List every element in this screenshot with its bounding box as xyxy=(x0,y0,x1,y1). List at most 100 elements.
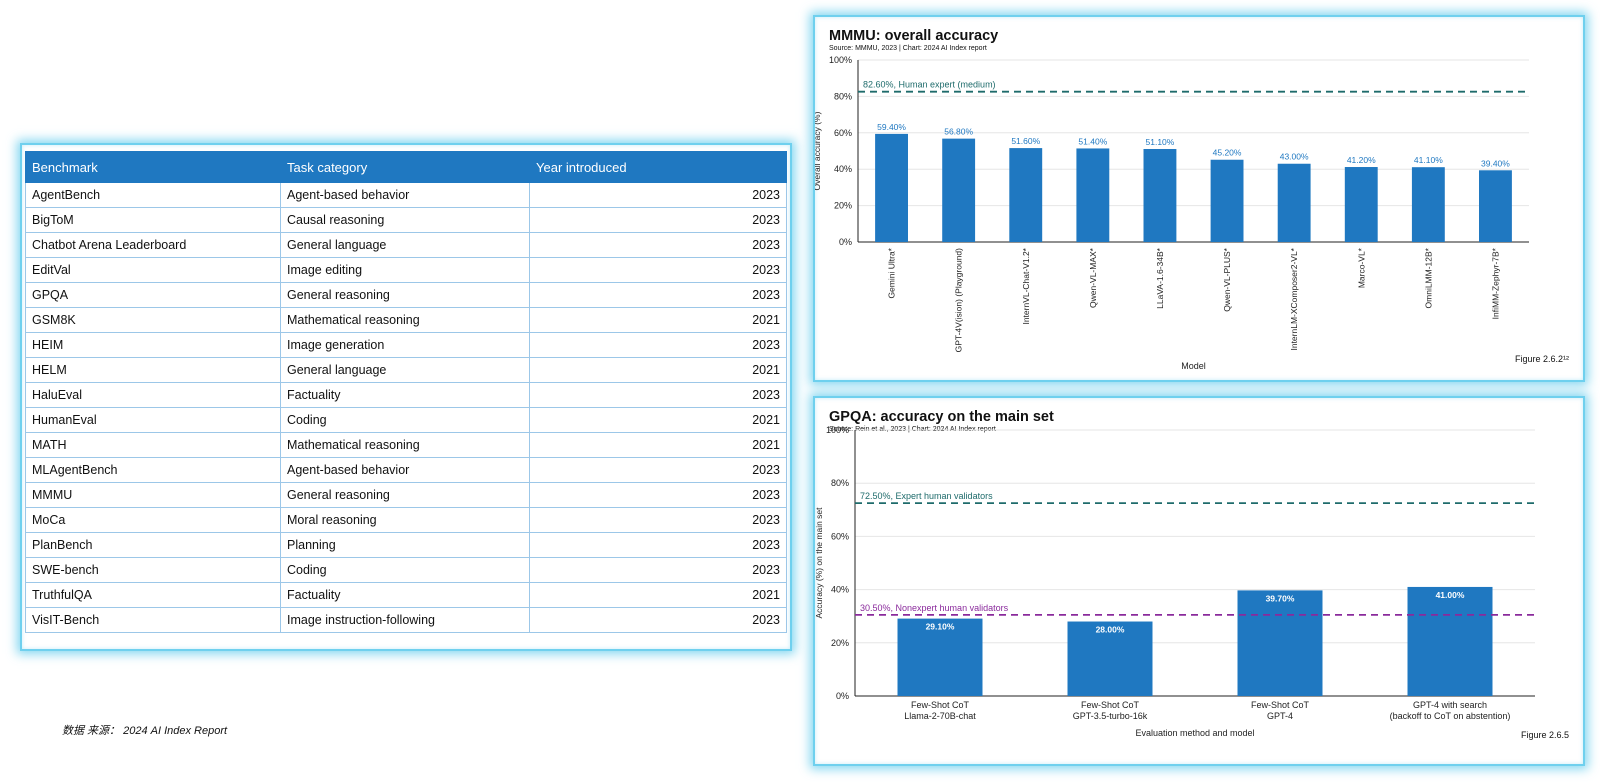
data-label: 28.00% xyxy=(1096,625,1125,635)
cell-task-category: General language xyxy=(280,357,530,383)
cell-task-category: Image generation xyxy=(280,332,530,358)
cell-benchmark: MoCa xyxy=(25,507,281,533)
cell-task-category: Causal reasoning xyxy=(280,207,530,233)
x-tick-label: Llama-2-70B-chat xyxy=(904,711,976,721)
data-label: 51.10% xyxy=(1146,137,1175,147)
benchmark-table-body: AgentBench Agent-based behavior 2023 BigToM… xyxy=(25,182,787,633)
cell-year: 2023 xyxy=(529,182,787,208)
y-tick-label: 100% xyxy=(826,425,849,435)
x-tick-label: InfiMM-Zephyr-7B* xyxy=(1490,247,1500,319)
chart-title: GPQA: accuracy on the main set xyxy=(829,409,1054,425)
chart-source: Source: MMMU, 2023 | Chart: 2024 AI Inde… xyxy=(829,45,987,52)
cell-benchmark: MMMU xyxy=(25,482,281,508)
bar xyxy=(1143,148,1177,242)
cell-benchmark: SWE-bench xyxy=(25,557,281,583)
x-tick-label: Few-Shot CoT xyxy=(911,700,970,710)
cell-benchmark: EditVal xyxy=(25,257,281,283)
x-tick-label: Few-Shot CoT xyxy=(1081,700,1140,710)
cell-task-category: General reasoning xyxy=(280,282,530,308)
bar xyxy=(1411,167,1445,242)
cell-benchmark: HELM xyxy=(25,357,281,383)
table-row: AgentBench Agent-based behavior 2023 xyxy=(25,182,787,208)
cell-year: 2023 xyxy=(529,382,787,408)
cell-task-category: Planning xyxy=(280,532,530,558)
x-tick-label: OmniLMM-12B* xyxy=(1423,247,1433,308)
x-axis-title: Model xyxy=(1181,361,1206,371)
cell-task-category: Image editing xyxy=(280,257,530,283)
cell-year: 2023 xyxy=(529,232,787,258)
cell-benchmark: HumanEval xyxy=(25,407,281,433)
cell-benchmark: VisIT-Bench xyxy=(25,607,281,633)
table-row: HEIM Image generation 2023 xyxy=(25,332,787,358)
cell-year: 2021 xyxy=(529,357,787,383)
y-tick-label: 0% xyxy=(839,237,852,247)
x-tick-label: GPT-4V(ision) (Playground) xyxy=(954,248,964,353)
cell-task-category: General reasoning xyxy=(280,482,530,508)
x-tick-label: GPT-3.5-turbo-16k xyxy=(1073,711,1148,721)
data-label: 41.20% xyxy=(1347,155,1376,165)
bar xyxy=(1009,148,1043,242)
bar xyxy=(942,138,976,242)
cell-benchmark: BigToM xyxy=(25,207,281,233)
mmmu-chart: 0% 20% 40% 60% 80% 100% Overall accuracy (%) 59… xyxy=(815,55,1529,371)
data-label: 29.10% xyxy=(926,622,955,632)
x-tick-label: Few-Shot CoT xyxy=(1251,700,1310,710)
cell-year: 2021 xyxy=(529,307,787,333)
column-header-benchmark: Benchmark xyxy=(25,151,281,183)
figure-label: Figure 2.6.5 xyxy=(1520,730,1569,740)
y-tick-label: 80% xyxy=(831,478,849,488)
cell-task-category: Mathematical reasoning xyxy=(280,432,530,458)
y-tick-label: 20% xyxy=(831,638,849,648)
data-label: 39.40% xyxy=(1481,158,1510,168)
x-tick-label: (backoff to CoT on abstention) xyxy=(1390,711,1511,721)
mmmu-chart-panel: MMMU: overall accuracy Source: MMMU, 202… xyxy=(813,15,1585,382)
bar xyxy=(1237,590,1323,696)
bar xyxy=(1076,148,1110,242)
table-row: GPQA General reasoning 2023 xyxy=(25,282,787,308)
x-axis-title: Evaluation method and model xyxy=(1135,728,1254,738)
x-tick-label: GPT-4 with search xyxy=(1413,700,1487,710)
bar xyxy=(1277,163,1311,242)
table-row: EditVal Image editing 2023 xyxy=(25,257,787,283)
y-tick-label: 0% xyxy=(836,691,849,701)
y-tick-label: 20% xyxy=(834,201,852,211)
cell-year: 2023 xyxy=(529,532,787,558)
cell-benchmark: GSM8K xyxy=(25,307,281,333)
data-label: 43.00% xyxy=(1280,152,1309,162)
benchmark-table: Benchmark Task category Year introduced … xyxy=(25,151,787,633)
table-row: GSM8K Mathematical reasoning 2021 xyxy=(25,307,787,333)
cell-benchmark: MATH xyxy=(25,432,281,458)
cell-benchmark: AgentBench xyxy=(25,182,281,208)
bar xyxy=(897,618,983,696)
data-label: 59.40% xyxy=(877,122,906,132)
table-row: BigToM Causal reasoning 2023 xyxy=(25,207,787,233)
bar xyxy=(1344,167,1378,242)
table-row: HELM General language 2021 xyxy=(25,357,787,383)
data-label: 51.60% xyxy=(1011,136,1040,146)
data-label: 45.20% xyxy=(1213,148,1242,158)
cell-year: 2021 xyxy=(529,407,787,433)
cell-year: 2023 xyxy=(529,557,787,583)
y-tick-label: 60% xyxy=(831,531,849,541)
y-tick-label: 100% xyxy=(829,55,852,65)
x-tick-label: InternLM-XComposer2-VL* xyxy=(1289,247,1299,350)
x-tick-label: LLaVA-1.6-34B* xyxy=(1155,247,1165,308)
y-axis-title: Accuracy (%) on the main set xyxy=(815,507,824,619)
y-tick-label: 60% xyxy=(834,128,852,138)
table-row: SWE-bench Coding 2023 xyxy=(25,557,787,583)
table-row: MMMU General reasoning 2023 xyxy=(25,482,787,508)
benchmark-table-panel: Benchmark Task category Year introduced … xyxy=(20,143,792,651)
x-tick-label: Qwen-VL-PLUS* xyxy=(1222,247,1232,311)
x-tick-label: Marco-VL* xyxy=(1356,247,1366,288)
cell-task-category: Agent-based behavior xyxy=(280,457,530,483)
cell-benchmark: TruthfulQA xyxy=(25,582,281,608)
cell-task-category: Coding xyxy=(280,407,530,433)
x-tick-label: GPT-4 xyxy=(1267,711,1293,721)
x-tick-label: Qwen-VL-MAX* xyxy=(1088,247,1098,308)
reference-line-label: 30.50%, Nonexpert human validators xyxy=(860,603,1009,613)
bar xyxy=(1210,159,1244,242)
table-row: HaluEval Factuality 2023 xyxy=(25,382,787,408)
cell-task-category: Moral reasoning xyxy=(280,507,530,533)
data-label: 41.00% xyxy=(1436,590,1465,600)
table-row: HumanEval Coding 2021 xyxy=(25,407,787,433)
